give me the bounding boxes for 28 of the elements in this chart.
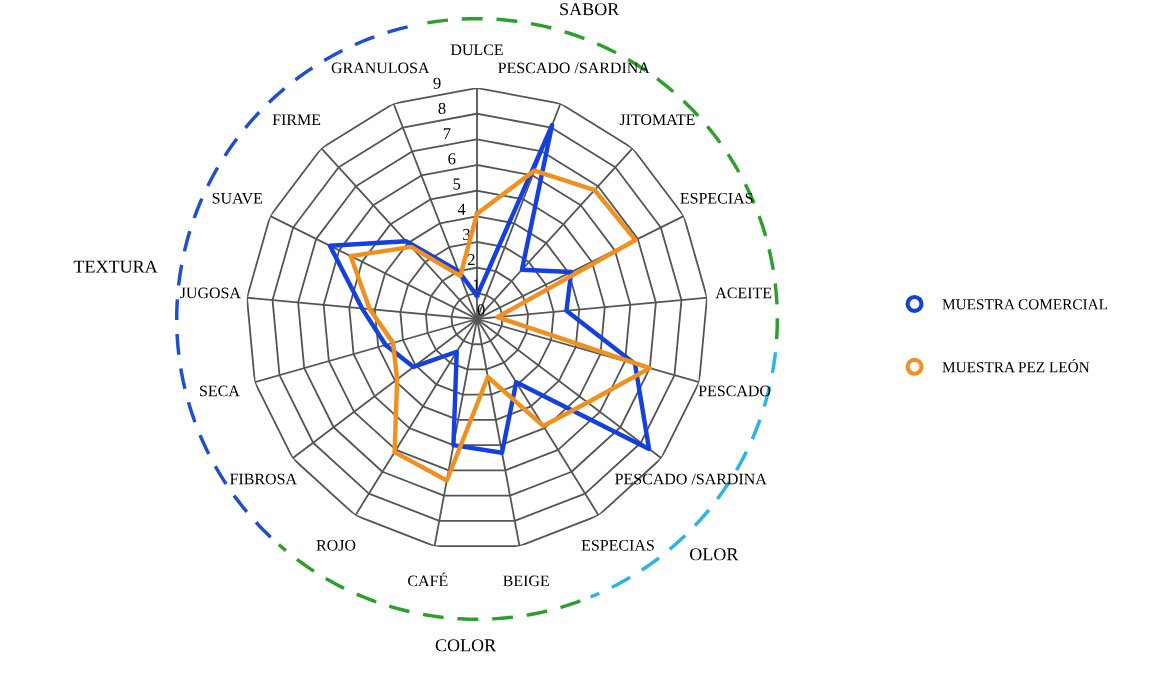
text: TEXTURA — [73, 260, 158, 273]
y-tick-label: 2 — [467, 254, 475, 266]
y-tick-label: 4 — [457, 203, 466, 215]
y-tick-label: 7 — [443, 128, 451, 140]
spoke-label: CAFÉ — [408, 572, 448, 587]
y-tick-label: 1 — [473, 279, 480, 291]
spoke-label: SECA — [200, 385, 240, 397]
spoke-label: FIBROSA — [230, 473, 297, 485]
spoke-label: ACEITE — [715, 287, 772, 299]
spoke-label: SUAVE — [212, 192, 263, 204]
spoke-label: FIRME — [272, 114, 321, 125]
y-tick-label: 8 — [438, 102, 446, 115]
spoke-label: DULCE — [450, 44, 503, 56]
text: OLOR — [690, 548, 739, 561]
spoke-label: ESPECIAS — [581, 539, 654, 551]
y-tick-label: 5 — [453, 178, 461, 190]
spoke-label: JITOMATE — [619, 114, 695, 126]
legend-label: MUESTRA COMERCIAL — [942, 299, 1108, 310]
spoke-label: GRANULOSA — [331, 62, 430, 74]
legend-label: MUESTRA PEZ LEÓN — [942, 359, 1090, 373]
text: SABOR — [560, 3, 620, 16]
spoke-label: JUGOSA — [180, 287, 241, 299]
y-tick-label: 9 — [433, 77, 441, 89]
spoke-label: BEIGE — [503, 575, 549, 587]
text: COLOR — [435, 639, 497, 652]
y-tick-label: 0 — [477, 304, 485, 316]
spoke-label: ROJO — [316, 539, 356, 551]
y-tick-label: 6 — [448, 153, 456, 165]
